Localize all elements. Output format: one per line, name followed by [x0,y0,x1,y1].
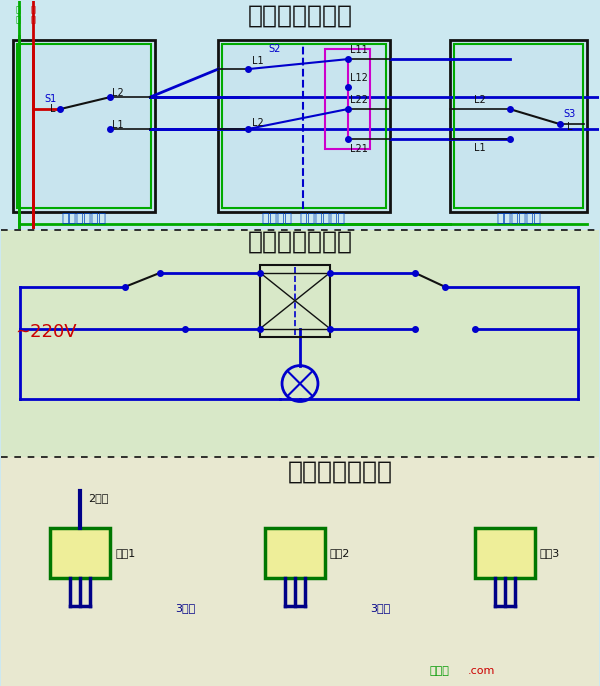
Text: L22: L22 [350,95,368,105]
Bar [450,40,587,212]
Bar [325,49,370,149]
Bar [475,528,535,578]
Text: S1: S1 [44,94,56,104]
Text: L21: L21 [350,144,368,154]
Text: S3: S3 [563,109,575,119]
Text: 3根线: 3根线 [175,603,196,613]
Text: 三控开关原理图: 三控开关原理图 [248,230,353,254]
Bar [218,40,390,212]
Text: 3根线: 3根线 [370,603,390,613]
Text: L: L [567,122,572,132]
Bar [13,40,155,212]
Text: L1: L1 [252,56,264,66]
Text: ~220V: ~220V [16,322,77,341]
Text: 开关3: 开关3 [539,548,560,558]
Text: L2: L2 [474,95,485,105]
Bar [17,44,151,208]
Text: L1: L1 [474,143,485,153]
Text: 三控开关接线图: 三控开关接线图 [248,3,353,27]
Text: 三控开关布线图: 三控开关布线图 [287,460,392,484]
Bar [1,458,599,686]
Text: L2: L2 [112,88,124,98]
Text: 单开双控开关: 单开双控开关 [61,213,106,225]
Bar [222,44,386,208]
Text: 开关1: 开关1 [115,548,136,558]
Text: 相
线: 相 线 [16,5,21,25]
Text: L11: L11 [350,45,368,55]
Text: 开关2: 开关2 [330,548,350,558]
Bar [50,528,110,578]
Bar [1,1,599,230]
Text: S2: S2 [269,44,281,54]
Text: 火
线: 火 线 [31,5,36,25]
Text: 中途开关  （三控开关）: 中途开关 （三控开关） [262,213,346,225]
Text: L1: L1 [112,120,124,130]
Bar [454,44,583,208]
Text: 2根线: 2根线 [88,493,109,504]
Text: .com: .com [468,666,495,676]
Bar [1,230,599,458]
Text: 接线图: 接线图 [430,666,449,676]
Bar [265,528,325,578]
Bar [260,265,330,337]
Text: L2: L2 [252,118,264,128]
Text: L12: L12 [350,73,368,83]
Text: L: L [50,104,55,114]
Text: 单开双控开关: 单开双控开关 [496,213,541,225]
